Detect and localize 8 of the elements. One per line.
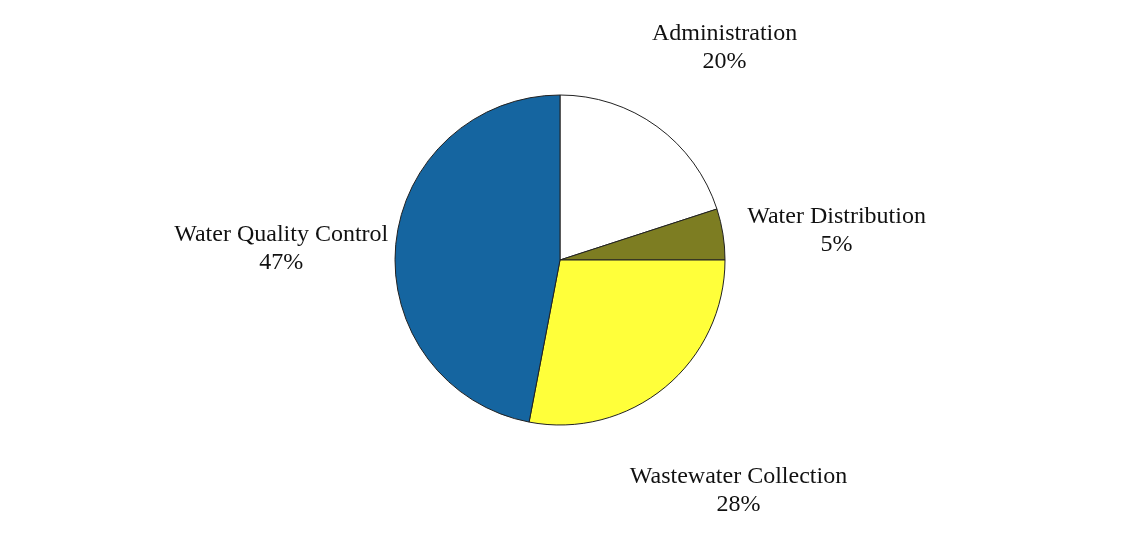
data-label: 28% [716, 489, 761, 516]
data-label: 5% [820, 230, 853, 257]
data-label: 47% [259, 247, 304, 274]
slice-label: Water Quality Control [174, 219, 389, 246]
slice-label: Water Distribution [747, 202, 926, 229]
slice-label: Wastewater Collection [629, 461, 848, 488]
slice-label: Administration [651, 19, 798, 46]
data-label: 20% [702, 47, 747, 74]
